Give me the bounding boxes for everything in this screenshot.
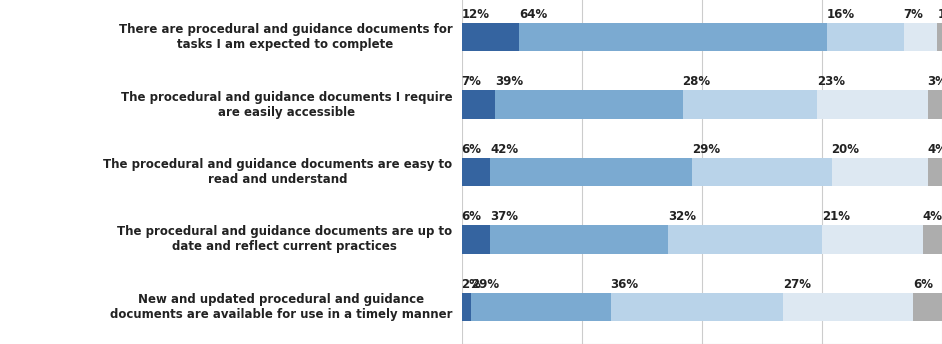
Bar [923,225,942,254]
Text: 23%: 23% [817,75,845,88]
Text: 12%: 12% [462,8,490,21]
Bar [913,293,942,321]
Bar [784,293,913,321]
Bar [495,90,683,119]
Bar [937,23,942,51]
Bar [610,293,784,321]
Text: 64%: 64% [519,8,547,21]
Text: The procedural and guidance documents are up to
date and reflect current practic: The procedural and guidance documents ar… [117,225,452,254]
Bar [668,225,821,254]
Bar [519,23,827,51]
Text: 37%: 37% [491,210,518,223]
Text: New and updated procedural and guidance
documents are available for use in a tim: New and updated procedural and guidance … [110,293,452,321]
Text: 27%: 27% [784,278,811,291]
Bar [821,225,923,254]
Text: 4%: 4% [923,210,942,223]
Bar [491,225,668,254]
Bar [832,158,928,186]
Text: 6%: 6% [462,210,481,223]
Bar [683,90,817,119]
Bar [462,158,491,186]
Text: 36%: 36% [610,278,639,291]
Bar [928,158,942,186]
Bar [692,158,832,186]
Bar [827,23,903,51]
Text: 32%: 32% [668,210,696,223]
Text: 3%: 3% [928,75,942,88]
Text: 6%: 6% [913,278,934,291]
Text: 28%: 28% [683,75,710,88]
Text: 7%: 7% [462,75,481,88]
Bar [462,23,519,51]
Text: 39%: 39% [495,75,524,88]
Text: 16%: 16% [827,8,854,21]
Text: There are procedural and guidance documents for
tasks I am expected to complete: There are procedural and guidance docume… [119,23,452,51]
Bar [462,293,471,321]
Text: The procedural and guidance documents I require
are easily accessible: The procedural and guidance documents I … [121,90,452,119]
Text: 29%: 29% [471,278,499,291]
Bar [462,225,491,254]
Text: 4%: 4% [928,143,942,156]
Bar [928,90,942,119]
Text: 42%: 42% [491,143,518,156]
Text: 1%: 1% [937,8,942,21]
Text: 21%: 21% [821,210,850,223]
Text: 7%: 7% [903,8,923,21]
Text: 6%: 6% [462,143,481,156]
Text: 20%: 20% [832,143,859,156]
Text: 29%: 29% [692,143,721,156]
Bar [817,90,928,119]
Bar [491,158,692,186]
Bar [471,293,610,321]
Bar [462,90,495,119]
Text: 2%: 2% [462,278,481,291]
Text: The procedural and guidance documents are easy to
read and understand: The procedural and guidance documents ar… [104,158,452,186]
Bar [903,23,937,51]
